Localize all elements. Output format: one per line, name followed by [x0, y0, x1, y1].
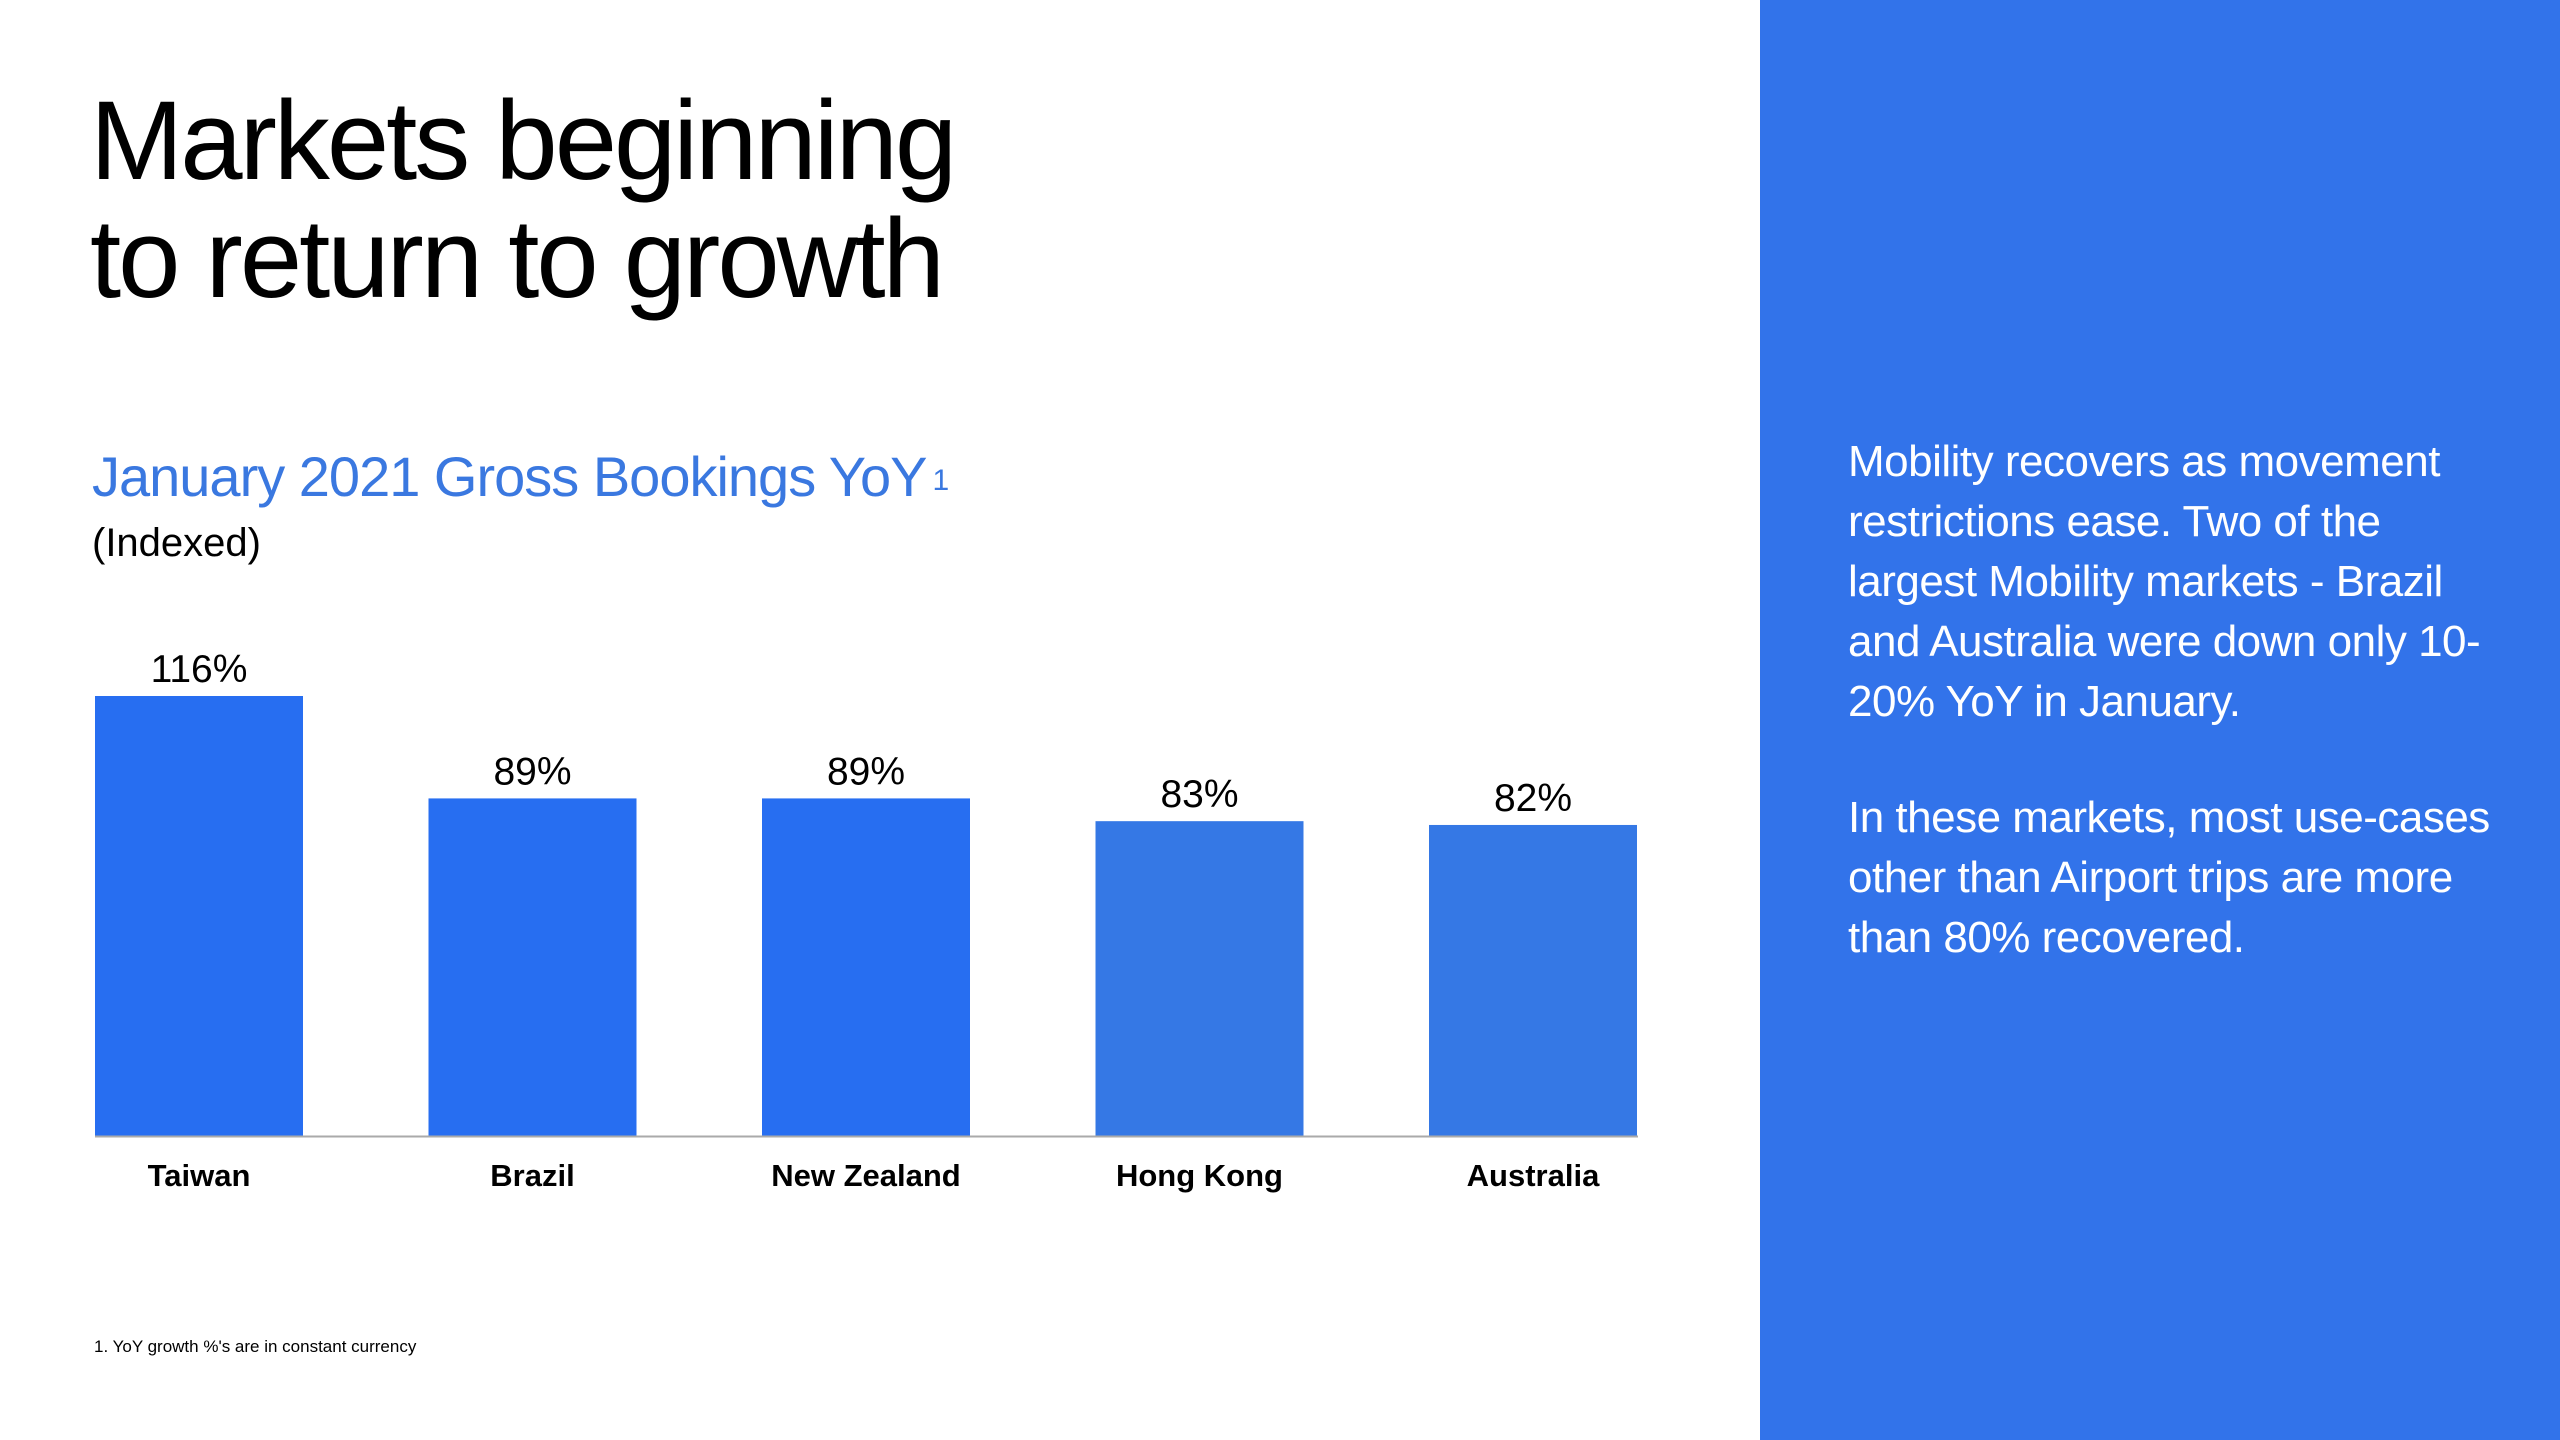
page-title-line-1: Markets beginning	[90, 78, 957, 203]
data-label: 89%	[493, 750, 571, 793]
bar-new-zealand	[762, 798, 970, 1136]
data-label: 82%	[1494, 777, 1572, 820]
chart-title-text: January 2021 Gross Bookings YoY	[92, 445, 927, 508]
x-tick-label: New Zealand	[771, 1158, 961, 1193]
page-title-line-2: to return to growth	[90, 196, 945, 321]
bar-australia	[1429, 824, 1637, 1136]
data-label: 83%	[1160, 773, 1238, 816]
side-paragraph-1: Mobility recovers as movement restrictio…	[1848, 437, 2481, 726]
footnote: 1. YoY growth %'s are in constant curren…	[94, 1337, 417, 1356]
chart-subtitle: (Indexed)	[92, 521, 261, 565]
bar-taiwan	[95, 696, 303, 1136]
x-tick-label: Hong Kong	[1116, 1158, 1283, 1193]
chart-title: January 2021 Gross Bookings YoY 1	[92, 442, 949, 512]
x-tick-label: Brazil	[490, 1158, 574, 1193]
data-label: 89%	[827, 750, 905, 793]
x-tick-label: Taiwan	[148, 1158, 251, 1193]
footnote-reference: 1	[932, 464, 949, 497]
side-panel: Mobility recovers as movement restrictio…	[1760, 0, 2560, 1440]
page-title: Markets beginning to return to growth	[90, 82, 1590, 318]
bar-brazil	[428, 798, 637, 1136]
x-tick-label: Australia	[1467, 1158, 1600, 1193]
side-paragraph-2: In these markets, most use-cases other t…	[1848, 793, 2490, 962]
side-panel-text: Mobility recovers as movement restrictio…	[1848, 432, 2508, 1024]
bar-chart: 116% Taiwan 89% Brazil 89% New Zealand 83% Hong…	[95, 648, 1638, 1193]
bar-hong-kong	[1095, 821, 1304, 1136]
data-label: 116%	[151, 648, 248, 691]
